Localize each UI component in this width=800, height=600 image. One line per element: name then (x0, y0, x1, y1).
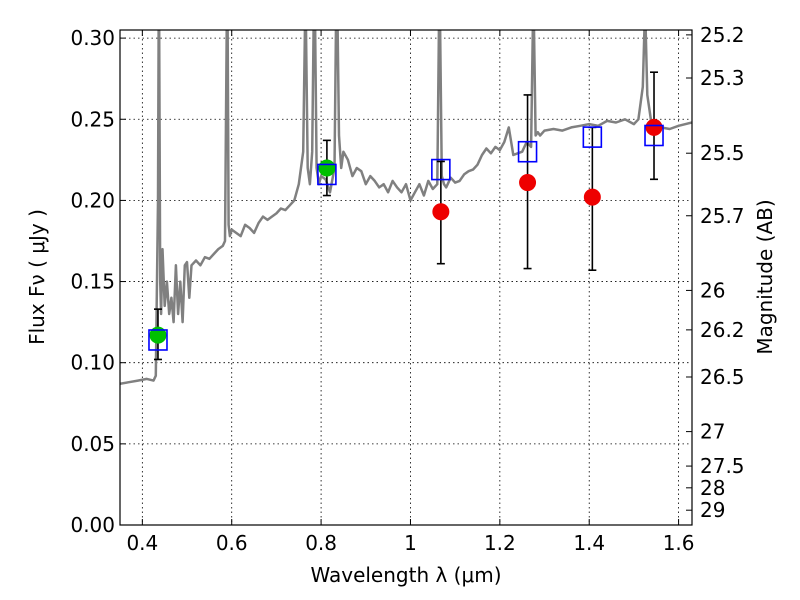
y-tick-label: 0.10 (70, 351, 115, 375)
x-tick-label: 1.6 (663, 531, 695, 555)
x-tick-label: 0.6 (216, 531, 248, 555)
plot-frame (119, 29, 693, 526)
x-axis-label: Wavelength λ (μm) (310, 563, 501, 587)
model-point (431, 158, 451, 181)
y-tick-label: 0.00 (70, 513, 115, 537)
y2-tick-label: 29 (700, 498, 725, 522)
y-tick-label: 0.15 (70, 270, 115, 294)
model-point (644, 124, 664, 147)
y2-tick-label: 25.7 (700, 204, 745, 228)
axes: 0.4 0.6 0.8 1 1.2 1.4 1.6 0.00 0.05 0.10 0.15 0.20 0… (70, 23, 744, 555)
y-tick-label: 0.30 (70, 26, 115, 50)
y-tick-label: 0.20 (70, 188, 115, 212)
data-point (149, 326, 167, 344)
y-axis-label: Flux Fν ( μJy ) (25, 209, 49, 345)
data-layer (120, 30, 692, 386)
y-tick-label: 0.25 (70, 107, 115, 131)
grid (120, 30, 692, 526)
y2-tick-label: 27.5 (700, 454, 745, 478)
x-tick-label: 0.8 (305, 531, 337, 555)
y2-tick-label: 25.5 (700, 141, 745, 165)
data-point (583, 188, 601, 206)
data-point (432, 203, 450, 221)
data-point (519, 174, 537, 192)
model-point (148, 329, 168, 351)
y2-tick-label: 28 (700, 476, 725, 500)
x-tick-label: 1 (404, 531, 417, 555)
y2-tick-label: 27 (700, 420, 725, 444)
y2-tick-label: 25.3 (700, 66, 745, 90)
spectrum-line (120, 30, 692, 386)
x-tick-label: 1.4 (573, 531, 605, 555)
y2-axis-label: Magnitude (AB) (753, 199, 777, 354)
model-point (582, 126, 603, 148)
model-point (517, 140, 538, 163)
y2-tick-label: 26.2 (700, 318, 745, 342)
y-tick-label: 0.05 (70, 432, 115, 456)
x-tick-label: 0.4 (126, 531, 158, 555)
x-tick-label: 1.2 (484, 531, 516, 555)
model-point (317, 163, 337, 186)
y2-tick-label: 26.5 (700, 365, 745, 389)
data-point (645, 118, 663, 136)
y2-tick-label: 25.2 (700, 23, 745, 47)
y2-tick-label: 26 (700, 278, 725, 302)
data-point (318, 159, 336, 177)
